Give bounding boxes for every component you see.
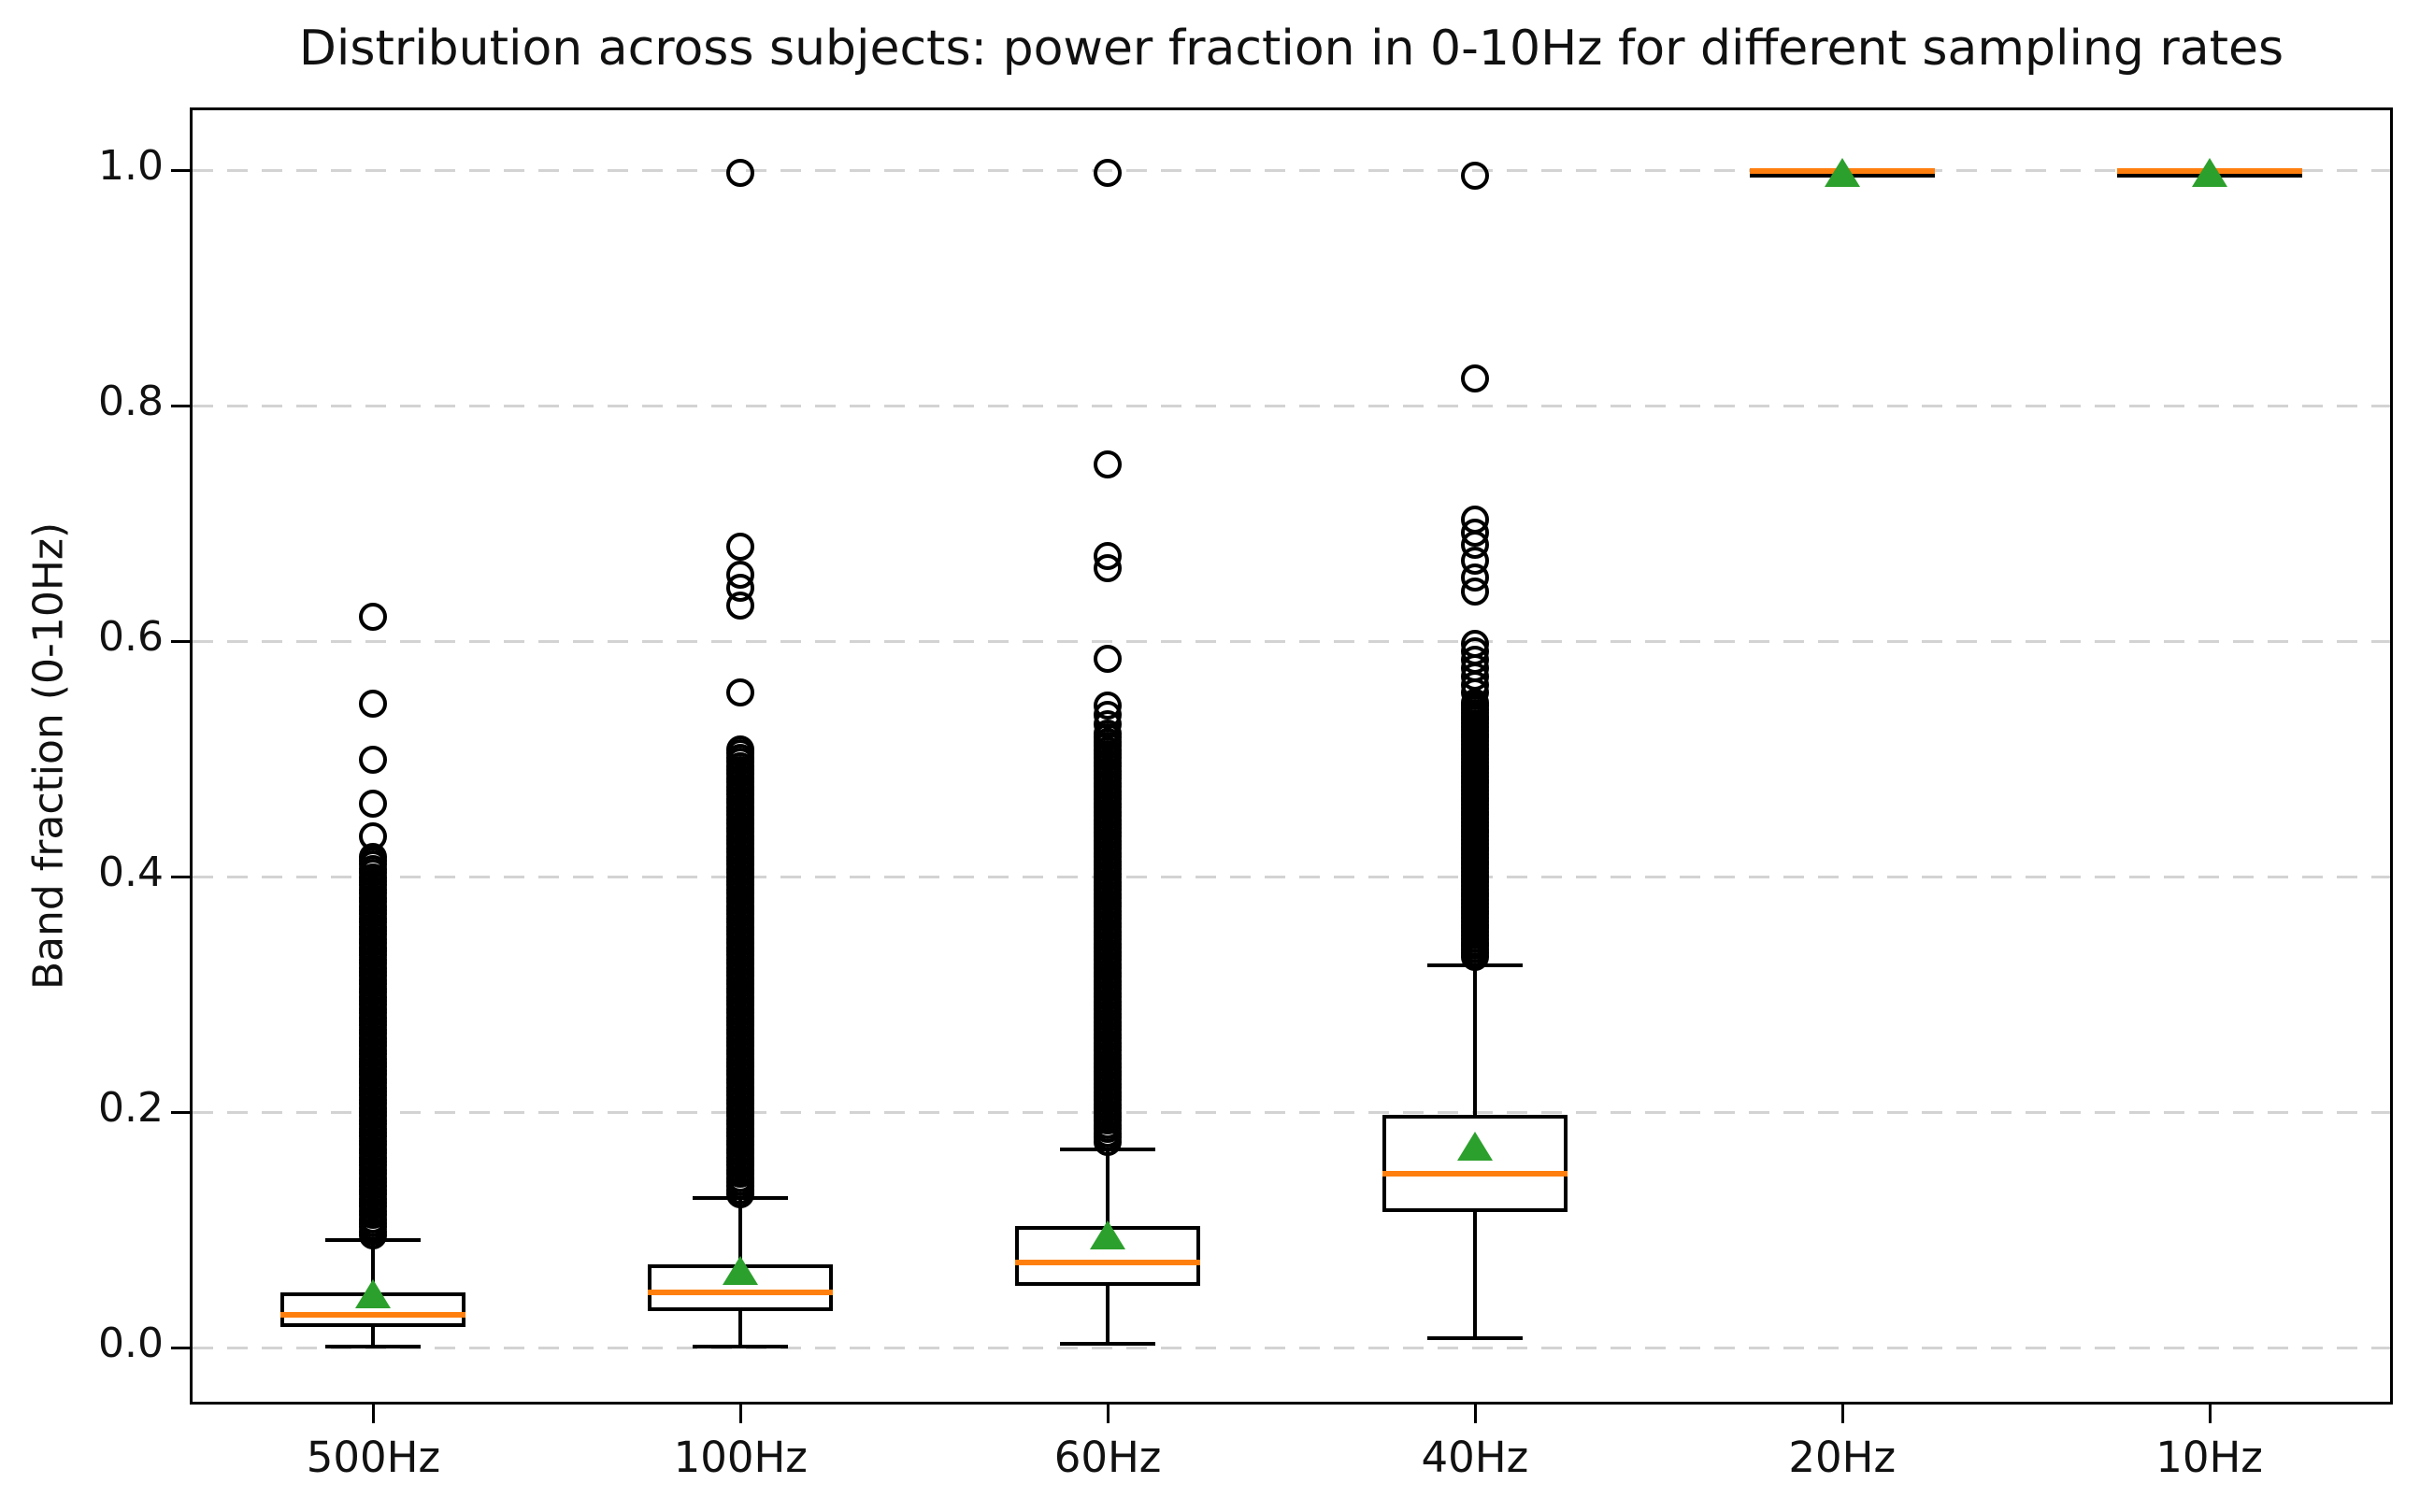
y-tick-label: 0.6 [98, 613, 164, 661]
outlier-point [1094, 553, 1123, 582]
gridline [193, 405, 2390, 407]
x-tick-mark [1840, 1405, 1844, 1423]
mean-triangle-marker [723, 1256, 759, 1286]
mean-triangle-marker [1090, 1220, 1126, 1250]
median-line [280, 1311, 466, 1318]
median-line [648, 1289, 834, 1295]
y-tick-label: 0.8 [98, 378, 164, 425]
upper-whisker [738, 1197, 743, 1264]
upper-whisker [371, 1240, 376, 1292]
lower-whisker-cap [1060, 1342, 1156, 1347]
outlier-point [726, 158, 755, 187]
lower-whisker [1106, 1286, 1110, 1345]
y-axis-label: Band fraction (0-10Hz) [24, 521, 73, 991]
mean-triangle-marker [2191, 157, 2227, 187]
outlier-point [359, 602, 388, 631]
upper-whisker [1106, 1149, 1110, 1227]
mean-triangle-marker [1456, 1131, 1493, 1161]
x-tick-mark [1107, 1405, 1110, 1423]
lower-whisker-cap [325, 1344, 422, 1348]
x-tick-label: 100Hz [673, 1433, 808, 1482]
gridline [193, 1347, 2390, 1349]
y-tick-label: 0.4 [98, 849, 164, 896]
outlier-point [359, 789, 388, 818]
lower-whisker-cap [693, 1344, 789, 1348]
outlier-point [726, 592, 755, 620]
outlier-point [1094, 450, 1123, 478]
y-tick-label: 1.0 [98, 142, 164, 190]
median-line [1382, 1170, 1568, 1177]
x-tick-label: 40Hz [1421, 1433, 1529, 1482]
chart-title: Distribution across subjects: power frac… [298, 21, 2284, 77]
y-tick-mark [171, 876, 190, 878]
x-tick-mark [2208, 1405, 2212, 1423]
plot-area [190, 107, 2393, 1405]
mean-triangle-marker [1824, 157, 1860, 187]
outlier-point [726, 533, 755, 562]
outlier-point [1094, 644, 1123, 673]
lower-whisker [738, 1310, 743, 1347]
gridline [193, 1111, 2390, 1114]
lower-whisker [371, 1326, 376, 1347]
y-tick-label: 0.2 [98, 1084, 164, 1132]
outlier-point [726, 678, 755, 707]
x-tick-label: 500Hz [306, 1433, 441, 1482]
gridline [193, 640, 2390, 643]
outlier-point [1460, 162, 1489, 191]
x-tick-mark [372, 1405, 376, 1423]
x-tick-label: 60Hz [1053, 1433, 1162, 1482]
x-tick-mark [739, 1405, 743, 1423]
x-tick-label: 10Hz [2155, 1433, 2263, 1482]
outlier-point [1094, 158, 1123, 187]
outlier-point [1460, 629, 1489, 658]
outlier-point [1460, 364, 1489, 393]
gridline [193, 876, 2390, 878]
x-tick-label: 20Hz [1788, 1433, 1897, 1482]
y-tick-mark [171, 405, 190, 407]
lower-whisker-cap [1426, 1335, 1523, 1340]
y-tick-label: 0.0 [98, 1319, 164, 1367]
mean-triangle-marker [355, 1279, 392, 1309]
outlier-point [359, 746, 388, 775]
median-line [1015, 1260, 1201, 1266]
y-tick-mark [171, 169, 190, 172]
x-tick-mark [1473, 1405, 1477, 1423]
box-iqr [1382, 1114, 1568, 1213]
upper-whisker [1472, 964, 1477, 1115]
y-tick-mark [171, 1347, 190, 1349]
outlier-point [359, 842, 388, 871]
outlier-point [726, 735, 755, 763]
gridline [193, 169, 2390, 172]
y-tick-mark [171, 640, 190, 643]
lower-whisker [1472, 1212, 1477, 1338]
outlier-point [359, 689, 388, 718]
outlier-point [1094, 719, 1123, 748]
y-tick-mark [171, 1111, 190, 1114]
outlier-point [1460, 578, 1489, 606]
